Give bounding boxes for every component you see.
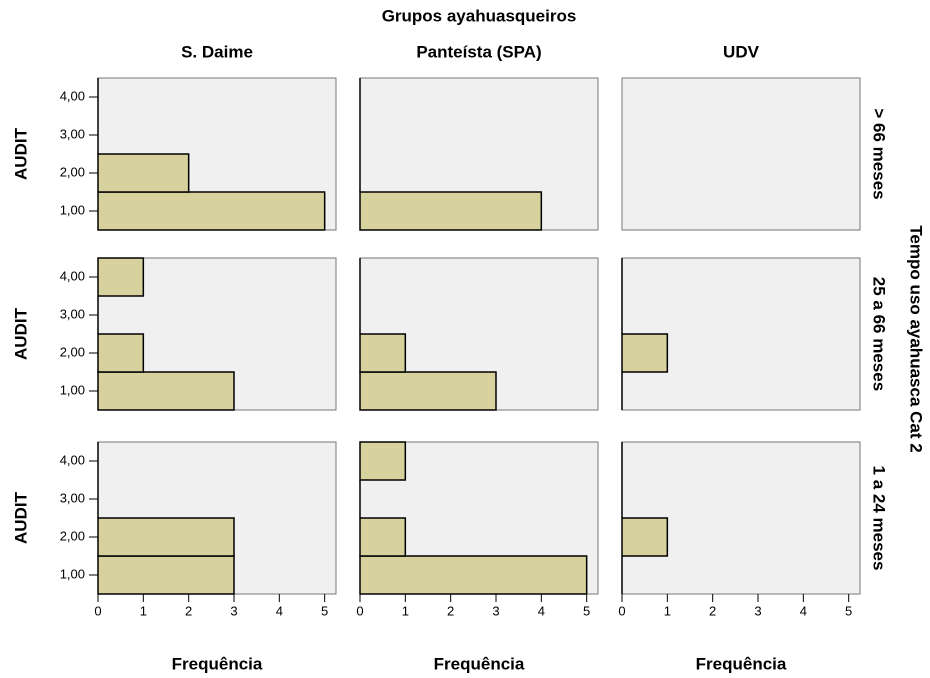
x-tick-label: 4 <box>538 603 545 618</box>
panel <box>621 77 861 231</box>
bar <box>97 555 235 595</box>
y-tick-label: 1,00 <box>60 202 85 217</box>
x-tick-label: 4 <box>276 603 283 618</box>
y-tick-label: 4,00 <box>60 268 85 283</box>
bar <box>97 153 190 193</box>
bar <box>359 371 497 411</box>
x-tick-label: 5 <box>845 603 852 618</box>
x-tick-label: 4 <box>800 603 807 618</box>
x-tick-label: 2 <box>709 603 716 618</box>
bar <box>359 517 407 557</box>
bar <box>97 371 235 411</box>
bar <box>621 333 669 373</box>
bar <box>359 191 543 231</box>
row-label: 1 a 24 meses <box>870 466 889 571</box>
y-tick-label: 2,00 <box>60 164 85 179</box>
bar <box>621 517 669 557</box>
y-axis-label: AUDIT <box>11 127 30 180</box>
x-axis-label: Frequência <box>172 654 263 673</box>
y-axis-label: AUDIT <box>11 307 30 360</box>
bar <box>97 191 326 231</box>
bar <box>359 441 407 481</box>
row-title: Tempo uso ayahuasca Cat 2 <box>907 225 926 452</box>
y-tick-label: 3,00 <box>60 126 85 141</box>
x-tick-label: 1 <box>402 603 409 618</box>
x-tick-label: 2 <box>185 603 192 618</box>
y-axis-label: AUDIT <box>11 491 30 544</box>
y-tick-label: 2,00 <box>60 344 85 359</box>
x-tick-label: 3 <box>492 603 499 618</box>
x-tick-label: 1 <box>140 603 147 618</box>
y-tick-label: 3,00 <box>60 490 85 505</box>
x-tick-label: 3 <box>230 603 237 618</box>
bar <box>359 555 588 595</box>
y-tick-label: 2,00 <box>60 528 85 543</box>
x-tick-label: 5 <box>583 603 590 618</box>
x-tick-label: 0 <box>356 603 363 618</box>
row-label: > 66 meses <box>870 108 889 199</box>
x-axis-label: Frequência <box>696 654 787 673</box>
x-tick-label: 0 <box>618 603 625 618</box>
row-label: 25 a 66 meses <box>870 277 889 391</box>
chart-title: Grupos ayahuasqueiros <box>382 6 577 25</box>
x-tick-label: 5 <box>321 603 328 618</box>
bar <box>359 333 407 373</box>
x-axis-label: Frequência <box>434 654 525 673</box>
x-tick-label: 2 <box>447 603 454 618</box>
bar <box>97 333 145 373</box>
y-tick-label: 1,00 <box>60 566 85 581</box>
y-tick-label: 4,00 <box>60 452 85 467</box>
y-tick-label: 3,00 <box>60 306 85 321</box>
y-tick-label: 1,00 <box>60 382 85 397</box>
x-tick-label: 1 <box>664 603 671 618</box>
y-tick-label: 4,00 <box>60 88 85 103</box>
bar <box>97 517 235 557</box>
bar <box>97 257 145 297</box>
x-tick-label: 0 <box>94 603 101 618</box>
column-label: S. Daime <box>181 42 253 61</box>
column-label: UDV <box>723 42 760 61</box>
column-label: Panteísta (SPA) <box>416 42 541 61</box>
x-tick-label: 3 <box>754 603 761 618</box>
